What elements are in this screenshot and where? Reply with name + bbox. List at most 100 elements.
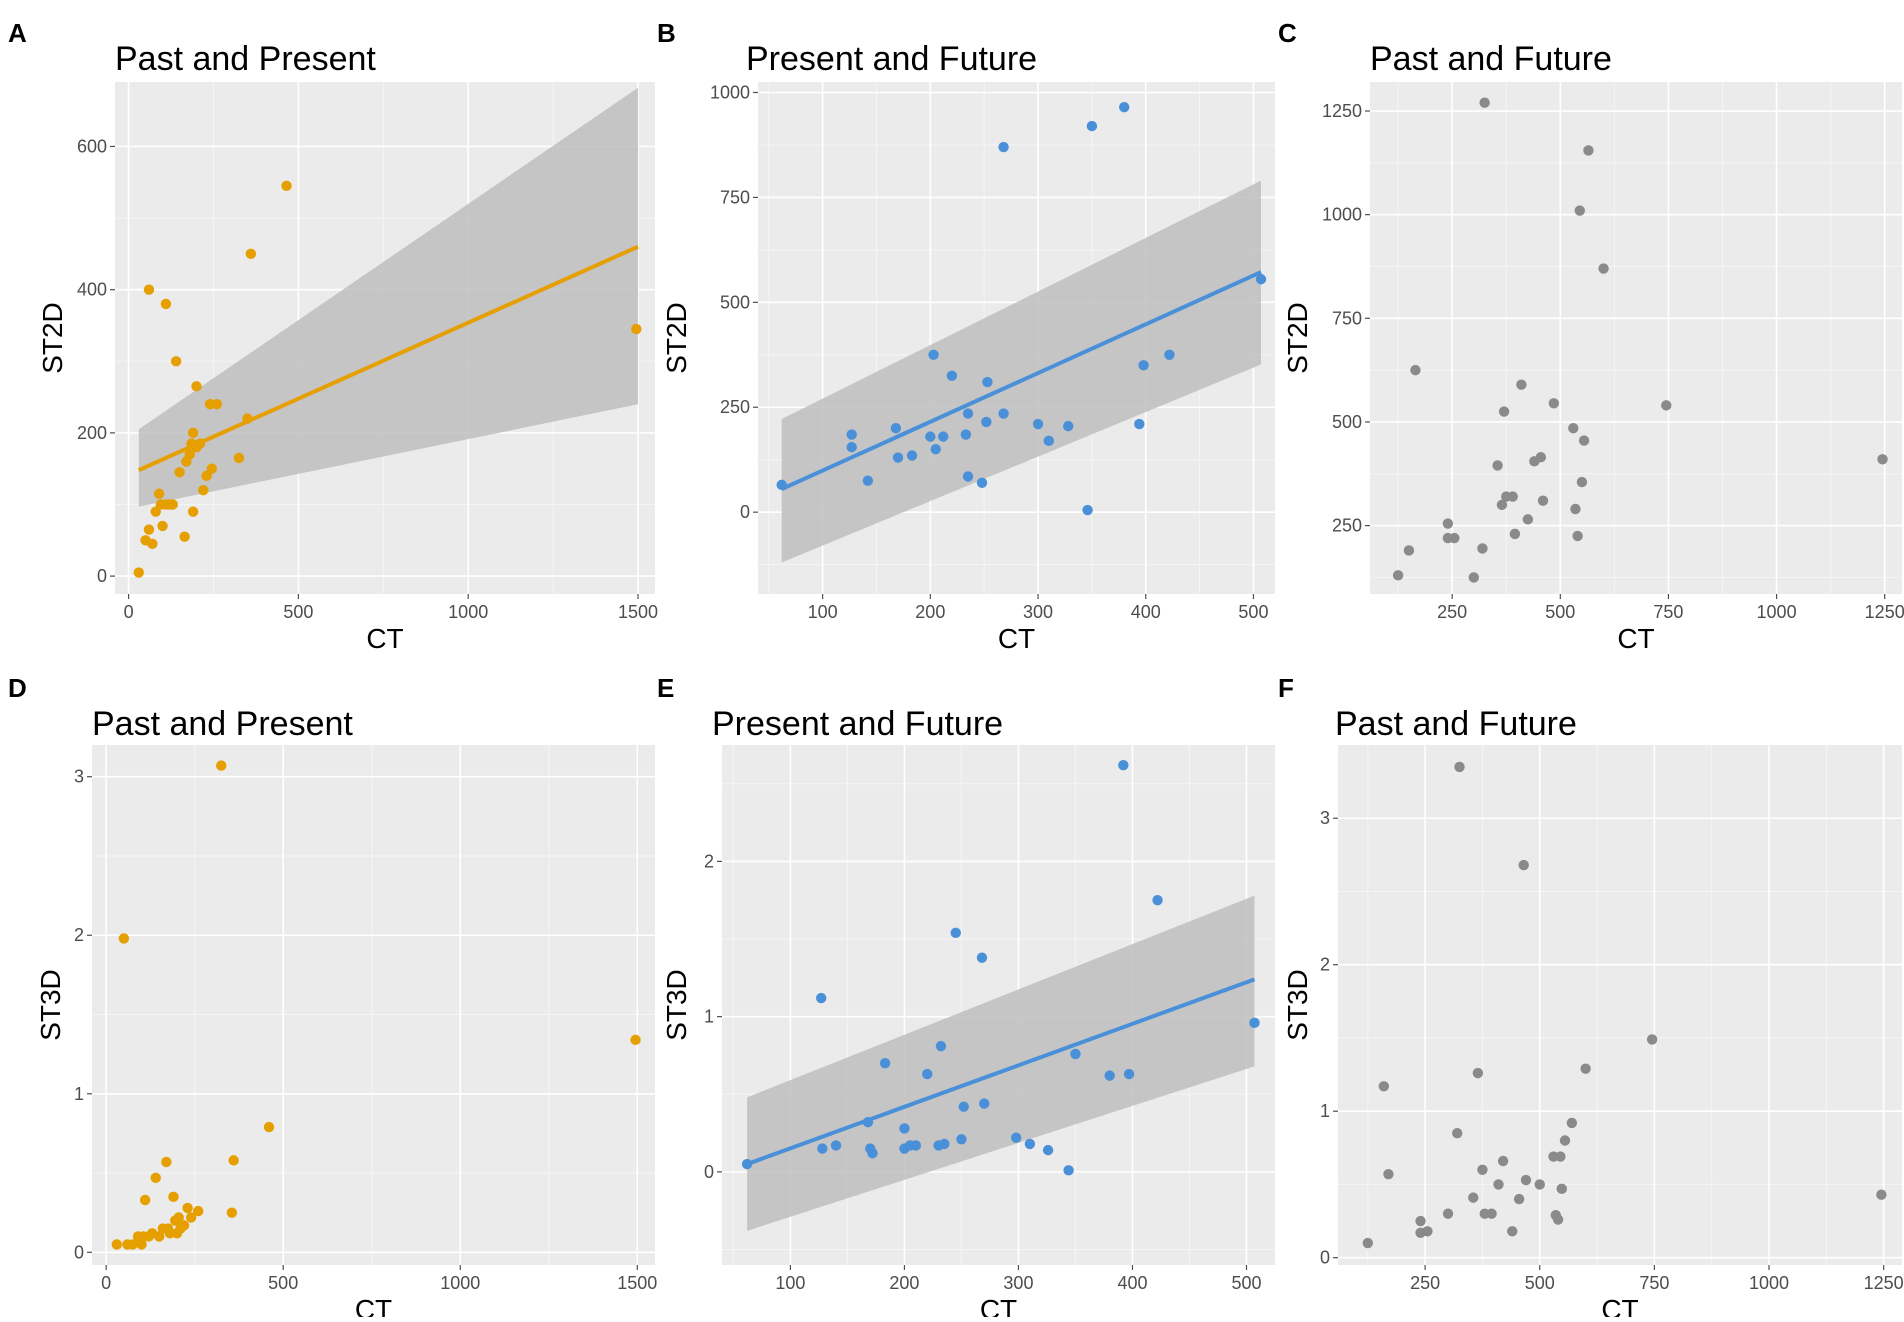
panel-e-data-point <box>935 1040 947 1052</box>
panel-c-x-tick-label: 1250 <box>1865 602 1904 622</box>
panel-e-data-point <box>830 1140 842 1151</box>
panel-f-data-point <box>1362 1237 1374 1249</box>
panel-b-data-point <box>928 349 939 360</box>
panel-b-x-tick-label: 300 <box>1023 602 1053 622</box>
panel-a-data-point <box>631 323 642 335</box>
panel-a-data-point <box>281 180 292 192</box>
panel-b-data-point <box>925 431 936 442</box>
panel-f-title: Past and Future <box>1335 705 1577 743</box>
panel-f-data-point <box>1555 1151 1566 1162</box>
panel-e-data-point <box>817 1143 828 1154</box>
panel-d-plot-area <box>92 745 655 1265</box>
panel-b-data-point <box>976 477 988 488</box>
panel-b-label: B <box>657 18 676 48</box>
panel-a-data-point <box>147 538 158 550</box>
panel-f-y-axis-label: ST3D <box>1282 969 1313 1041</box>
panel-b-data-point <box>1043 435 1055 447</box>
panel-b-x-axis-label: CT <box>998 623 1035 654</box>
panel-e-data-point <box>1042 1144 1054 1156</box>
panel-e-data-point <box>1152 895 1163 906</box>
panel-c-x-tick-label: 750 <box>1653 602 1683 622</box>
panel-d-y-tick-label: 3 <box>74 767 84 787</box>
panel-a-data-point <box>211 399 223 410</box>
panel-e-x-tick-label: 100 <box>775 1273 805 1293</box>
panel-d-data-point <box>630 1034 641 1046</box>
panel-f-x-tick-label: 250 <box>1410 1273 1440 1293</box>
panel-c-data-point <box>1410 364 1421 376</box>
panel-c-data-point <box>1403 545 1415 556</box>
panel-d: 0 500 1000 1500 0 1 2 3 D Past and Present CT ST3D <box>8 673 657 1322</box>
panel-d-data-point <box>150 1172 161 1184</box>
panel-c-data-point <box>1496 499 1508 511</box>
panel-a-data-point <box>184 449 195 460</box>
panel-c-x-axis-label: CT <box>1617 623 1654 654</box>
panel-b-data-point <box>890 423 902 434</box>
panel-b-data-point <box>938 431 949 442</box>
panel-e-data-point <box>979 1098 990 1109</box>
panel-a-data-point <box>133 567 144 578</box>
panel-f-x-tick-label: 1000 <box>1749 1273 1789 1293</box>
panel-c-y-tick-label: 1250 <box>1322 101 1362 121</box>
panel-b-data-point <box>862 475 874 486</box>
panel-f-data-point <box>1513 1193 1525 1205</box>
panel-c-data-point <box>1507 491 1518 502</box>
panel-a-y-tick-label: 400 <box>77 280 107 300</box>
panel-d-y-tick-label: 0 <box>74 1242 84 1262</box>
panel-f-plot-area <box>1338 745 1902 1265</box>
panel-a-data-point <box>167 499 178 510</box>
panel-c-data-point <box>1570 503 1581 515</box>
panel-f-data-point <box>1559 1135 1571 1146</box>
panel-c-data-point <box>1877 454 1888 465</box>
panel-f: 250 500 750 1000 1250 0 1 2 3 F Past and Future CT S… <box>1278 673 1904 1322</box>
panel-d-x-tick-label: 500 <box>268 1273 298 1293</box>
panel-f-data-point <box>1472 1067 1484 1079</box>
panel-b-y-tick-label: 750 <box>720 187 750 207</box>
panel-a-confidence-band <box>138 87 639 507</box>
panel-f-data-point <box>1646 1034 1658 1045</box>
panel-b-y-tick-label: 1000 <box>710 82 750 102</box>
panel-c-label: C <box>1278 18 1297 48</box>
panel-b-title: Present and Future <box>746 40 1037 78</box>
panel-d-data-point <box>173 1212 184 1223</box>
panel-d-data-point <box>228 1155 239 1166</box>
panel-c-data-point <box>1578 435 1590 446</box>
panel-f-data-point <box>1468 1192 1479 1203</box>
panel-d-data-point <box>226 1207 238 1218</box>
panel-a-data-point <box>157 520 168 532</box>
panel-c-data-point <box>1449 532 1460 544</box>
panel-a-data-point <box>153 488 165 499</box>
panel-e-data-point <box>939 1138 950 1150</box>
panel-b-data-point <box>962 408 974 419</box>
panel-d-data-point <box>168 1191 179 1203</box>
panel-a-label: A <box>8 18 27 48</box>
panel-c-data-point <box>1537 495 1549 506</box>
panel-f-data-point <box>1383 1168 1394 1180</box>
panel-c-data-point <box>1583 145 1594 156</box>
panel-b-data-point <box>1082 504 1093 516</box>
panel-b-y-tick-label: 250 <box>720 397 750 417</box>
panel-f-x-tick-label: 500 <box>1525 1273 1555 1293</box>
panel-d-data-point <box>178 1220 190 1231</box>
panel-d-data-point <box>127 1239 138 1250</box>
panel-d-y-tick-label: 1 <box>74 1084 84 1104</box>
panel-e-data-point <box>1070 1048 1081 1060</box>
panel-a-data-point <box>198 484 209 496</box>
panel-c-y-tick-label: 250 <box>1332 516 1362 536</box>
panel-f-data-point <box>1415 1215 1426 1227</box>
panel-b-data-point <box>846 429 857 440</box>
panel-d-data-point <box>111 1239 122 1250</box>
panel-a-x-tick-label: 500 <box>283 602 313 622</box>
panel-f-label: F <box>1278 673 1294 703</box>
panel-e-data-point <box>958 1101 969 1112</box>
panel-c-data-point <box>1598 263 1609 274</box>
panel-e-data-point <box>1063 1165 1074 1176</box>
panel-c-data-point <box>1548 398 1560 409</box>
panel-b-regression-line <box>780 270 1262 491</box>
panel-b-data-point <box>981 416 992 428</box>
panel-f-y-tick-label: 3 <box>1320 808 1330 828</box>
panel-b-data-point <box>906 450 918 461</box>
panel-f-data-point <box>1454 761 1465 773</box>
panel-c: 250 500 750 1000 1250 250 500 750 1000 1250 C Past … <box>1278 18 1904 654</box>
panel-a-data-point <box>187 427 199 439</box>
